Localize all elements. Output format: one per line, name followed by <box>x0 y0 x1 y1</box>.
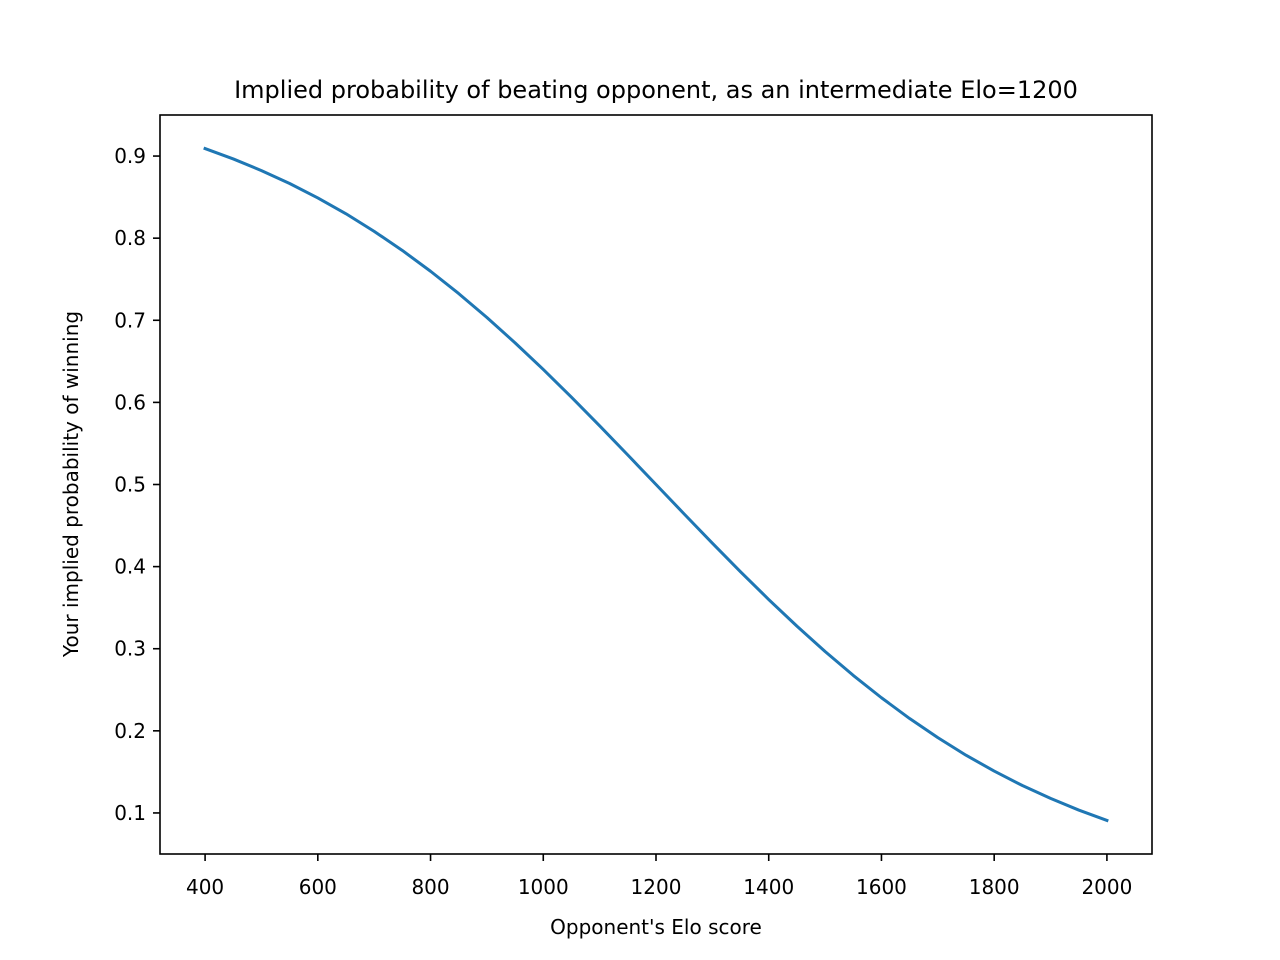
x-tick-label: 1000 <box>518 875 569 899</box>
y-tick-label: 0.5 <box>114 473 146 497</box>
x-tick-label: 600 <box>299 875 337 899</box>
x-axis-label: Opponent's Elo score <box>550 915 762 939</box>
x-tick-label: 800 <box>411 875 449 899</box>
y-tick-label: 0.4 <box>114 555 146 579</box>
line-series <box>203 146 1109 823</box>
x-tick-label: 1800 <box>969 875 1020 899</box>
x-tick-label: 1400 <box>743 875 794 899</box>
x-tick-label: 400 <box>186 875 224 899</box>
y-tick-label: 0.6 <box>114 390 146 414</box>
x-tick-label: 2000 <box>1081 875 1132 899</box>
y-axis-label: Your implied probability of winning <box>59 311 83 658</box>
y-tick-label: 0.7 <box>114 308 146 332</box>
y-tick-label: 0.1 <box>114 801 146 825</box>
y-tick-label: 0.9 <box>114 144 146 168</box>
y-tick-label: 0.3 <box>114 637 146 661</box>
x-tick-label: 1600 <box>856 875 907 899</box>
chart-title: Implied probability of beating opponent,… <box>234 76 1078 104</box>
x-tick-label: 1200 <box>631 875 682 899</box>
y-tick-label: 0.2 <box>114 719 146 743</box>
plot-frame <box>159 114 1153 855</box>
y-tick-label: 0.8 <box>114 226 146 250</box>
